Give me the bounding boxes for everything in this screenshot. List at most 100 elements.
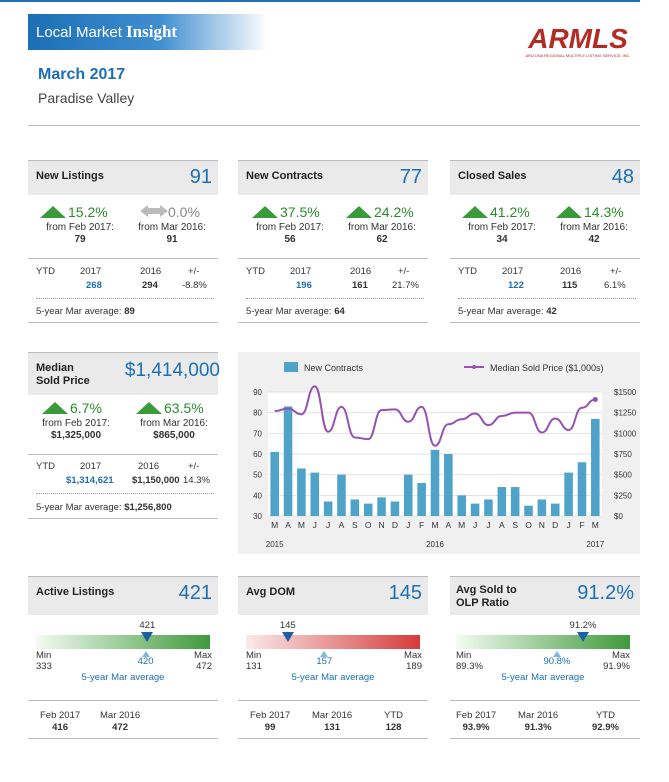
header-banner — [28, 14, 268, 50]
gauge-min: Min 89.3% — [456, 650, 483, 672]
gauge-max: Max 91.9% — [590, 650, 630, 672]
bar-new-contracts — [350, 499, 360, 516]
header-divider — [28, 125, 640, 126]
current-value-marker — [141, 632, 154, 642]
up-arrow-icon — [136, 402, 162, 414]
card-value: 91.2% — [577, 582, 634, 604]
x-tick-label: O — [365, 520, 372, 530]
card-title: Closed Sales — [458, 170, 527, 182]
bar-new-contracts — [591, 418, 600, 516]
ytd-value-current: 122 — [508, 280, 524, 291]
bar-new-contracts — [537, 499, 547, 516]
x-tick-label: S — [352, 520, 358, 530]
compare-label: Mar 2016 — [100, 710, 141, 721]
from-value: 56 — [284, 234, 296, 245]
max-value: 472 — [196, 661, 212, 672]
compare-label: Mar 2016 — [312, 710, 353, 721]
gauge-avg-label: 5-year Mar average — [81, 672, 165, 683]
avg-label: 5-year Mar average: — [246, 306, 332, 317]
x-tick-label: A — [285, 520, 291, 530]
card-title: Active Listings — [36, 586, 115, 598]
bar-new-contracts — [524, 505, 533, 516]
dotted-divider — [36, 298, 214, 299]
x-tick-label: S — [512, 520, 518, 530]
card-header — [450, 160, 640, 195]
five-year-average: 5-year Mar average: $1,256,800 — [36, 502, 172, 513]
gauge-min: Min 131 — [246, 650, 262, 672]
range-gauge: 421 420 — [36, 620, 210, 667]
bar-new-contracts — [430, 449, 440, 516]
x-tick-label: N — [539, 520, 545, 530]
x-tick-label: A — [339, 520, 345, 530]
ytd-change-label: +/- — [188, 266, 200, 277]
ytd-value-current: 268 — [86, 280, 102, 291]
bar-new-contracts — [404, 474, 413, 516]
flat-arrow-icon — [140, 205, 168, 217]
y-left-tick-label: 30 — [253, 512, 262, 521]
card-title: Median Sold Price — [36, 362, 90, 388]
five-year-average: 5-year Mar average: 89 — [36, 306, 135, 317]
bar-new-contracts — [270, 451, 279, 516]
legend-line-label: Median Sold Price ($1,000s) — [490, 363, 604, 373]
card-title: New Contracts — [246, 170, 324, 182]
ytd-change-label: +/- — [188, 461, 200, 472]
avg-value: 89 — [124, 306, 135, 317]
average-marker — [320, 651, 329, 657]
average-value-label: 90.8% — [543, 656, 571, 667]
ytd-year-current: 2017 — [80, 266, 102, 277]
legend-bar-swatch — [284, 362, 298, 372]
divider — [28, 454, 218, 455]
from-label: from Mar 2016: — [560, 222, 628, 233]
ytd-change-value: 6.1% — [604, 280, 626, 291]
avg-value: 64 — [334, 306, 345, 317]
pct-change-year: 24.2% — [374, 204, 414, 220]
divider — [450, 258, 640, 259]
y-left-tick-label: 40 — [253, 491, 262, 500]
ytd-year-current: 2017 — [80, 461, 102, 472]
bar-new-contracts — [377, 497, 386, 516]
x-tick-label: J — [473, 520, 477, 530]
divider — [450, 700, 640, 701]
bar-new-contracts — [323, 501, 333, 516]
from-label: from Feb 2017: — [42, 418, 110, 429]
min-label: Min — [246, 650, 262, 661]
five-year-average: 5-year Mar average: 42 — [458, 306, 557, 317]
x-tick-label: M — [271, 520, 278, 530]
title-line-1: Avg Sold to — [456, 584, 517, 596]
from-value: 91 — [166, 234, 178, 245]
x-tick-label: A — [499, 520, 505, 530]
x-tick-label: J — [566, 520, 570, 530]
min-value: 89.3% — [456, 661, 483, 672]
from-value: 62 — [376, 234, 388, 245]
compare-1: Feb 2017 416 — [40, 710, 80, 734]
compare-value: 99 — [264, 722, 276, 733]
min-value: 131 — [246, 661, 262, 672]
compare-value: 92.9% — [592, 722, 619, 733]
up-arrow-icon — [346, 206, 372, 218]
from-prev-month: from Feb 2017: 56 — [240, 222, 340, 246]
avg-value: $1,256,800 — [124, 502, 172, 513]
bar-new-contracts — [417, 482, 426, 516]
from-prev-year: from Mar 2016: $865,000 — [124, 418, 224, 442]
compare-label: YTD — [595, 710, 615, 721]
x-tick-label: F — [419, 520, 424, 530]
chart-panel: New Contracts Median Sold Price ($1,000s… — [238, 352, 640, 554]
pct-change-year: 0.0% — [168, 204, 200, 220]
ytd-value-prev: $1,150,000 — [132, 475, 180, 486]
divider — [28, 322, 218, 323]
from-value: 34 — [496, 234, 508, 245]
avg-label: 5-year Mar average: — [36, 306, 122, 317]
min-value: 333 — [36, 661, 52, 672]
dotted-divider — [246, 298, 424, 299]
trend-chart: New Contracts Median Sold Price ($1,000s… — [253, 362, 637, 549]
gauge-fill — [36, 635, 210, 649]
bar-new-contracts — [484, 499, 493, 516]
x-tick-label: J — [486, 520, 490, 530]
x-tick-label: M — [458, 520, 465, 530]
card-title: Avg Sold to OLP Ratio — [456, 584, 517, 610]
bar-new-contracts — [577, 462, 587, 516]
ytd-value-current: 196 — [296, 280, 312, 291]
pct-change-month: 15.2% — [68, 204, 108, 220]
max-value: 189 — [406, 661, 422, 672]
y-left-tick-label: 80 — [253, 409, 262, 418]
